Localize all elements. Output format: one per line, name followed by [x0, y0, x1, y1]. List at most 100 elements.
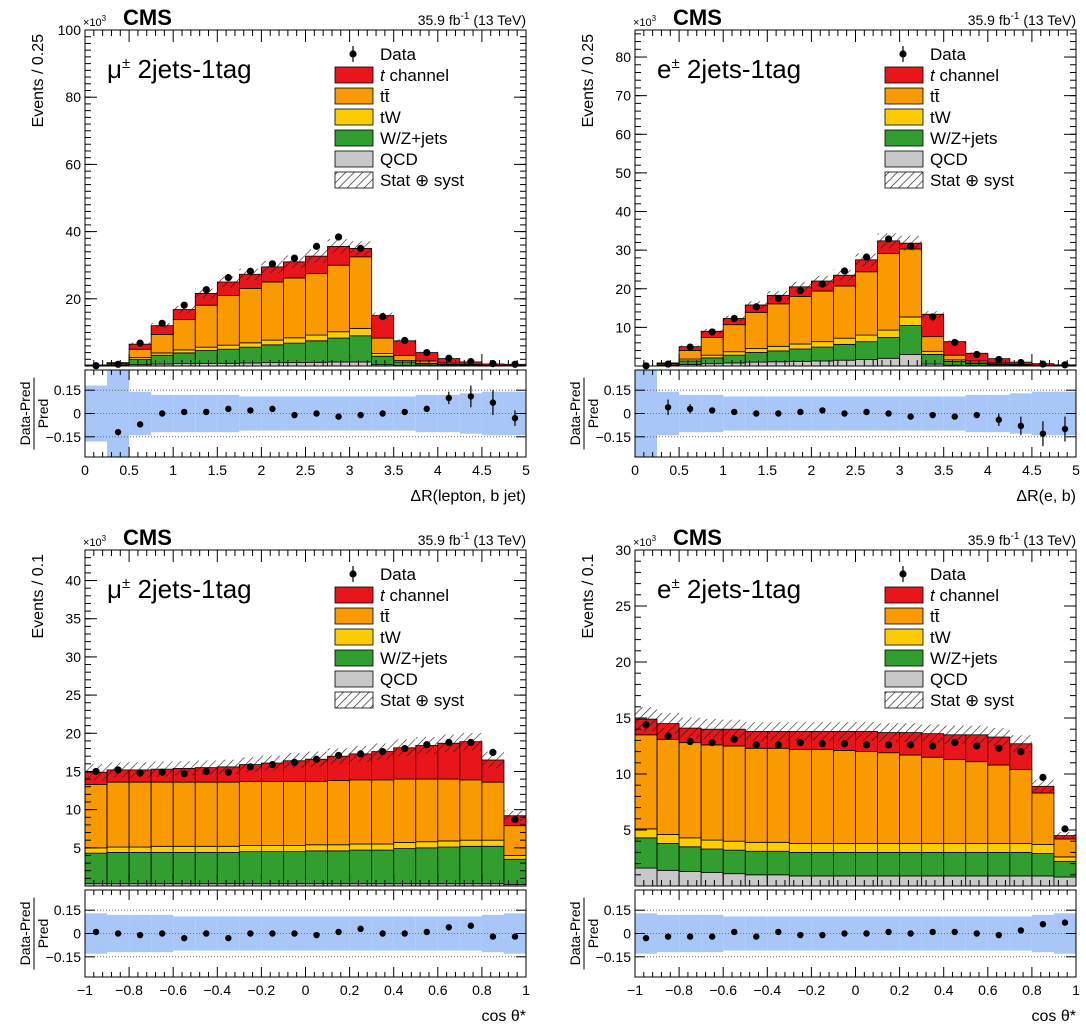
bar-tw — [305, 844, 328, 852]
data-point — [862, 741, 871, 749]
x-tick-label: 1.5 — [208, 462, 228, 478]
y-tick-label: 15 — [65, 763, 81, 779]
ratio-points — [114, 385, 519, 436]
ratio-band-bin — [1031, 391, 1054, 436]
bar-tw — [216, 344, 240, 350]
ratio-point — [885, 928, 892, 936]
bar-wz — [1009, 852, 1033, 877]
ratio-point — [686, 405, 694, 413]
bar-wz — [722, 354, 746, 364]
data-point — [1017, 748, 1025, 756]
bar-ttbar — [722, 745, 746, 842]
data-point — [774, 741, 782, 749]
y-tick-label: 40 — [65, 573, 81, 589]
data-point — [180, 301, 188, 309]
y-tick-label: 15 — [615, 710, 631, 726]
legend-label-text: tt̄ — [380, 607, 390, 626]
legend-label-italic: t — [930, 66, 936, 85]
bar-wz — [678, 360, 702, 365]
bar-tw — [788, 843, 812, 853]
bar-wz — [987, 852, 1011, 877]
multiplier-base: ×10 — [633, 17, 652, 29]
legend-entry-tw: tW — [334, 628, 401, 647]
ratio-band-bin — [1031, 914, 1054, 953]
bar-tw — [216, 845, 240, 853]
bar-ttbar — [327, 780, 350, 846]
bar-ttbar — [349, 779, 373, 845]
bar-ttbar — [635, 734, 658, 830]
bar-wz — [855, 341, 878, 360]
y-axis-multiplier: ×103 — [633, 14, 657, 29]
x-tick-label: 0.2 — [340, 982, 360, 998]
x-axis-title: cos θ* — [482, 1008, 526, 1025]
data-point — [929, 313, 937, 321]
legend-entry-unc: Stat ⊕ syst — [884, 171, 1014, 190]
x-tick-label: −0.2 — [248, 982, 276, 998]
bar-qcd — [877, 357, 900, 366]
bar-ttbar — [459, 779, 483, 841]
legend-label-text: tW — [930, 108, 951, 127]
ratio-point — [445, 394, 453, 402]
legend-label-tch: t channel — [930, 586, 999, 605]
ratio-point — [269, 405, 276, 413]
legend-entry-ttbar: tt̄ — [884, 87, 940, 106]
uncertainty-hatch-bin — [723, 719, 746, 739]
ratio-point — [181, 934, 188, 942]
bar-qcd — [260, 362, 284, 366]
legend-label-text: W/Z+jets — [930, 649, 998, 668]
x-tick-label: 2 — [808, 462, 816, 478]
bar-tw — [877, 843, 900, 853]
ratio-band-bin — [1009, 393, 1032, 434]
x-tick-label: 1 — [1072, 982, 1080, 998]
data-point — [180, 770, 188, 778]
ratio-point — [797, 408, 804, 416]
channel-lepton: μ — [107, 54, 122, 84]
legend-swatch-ttbar — [334, 87, 374, 105]
channel-category: 2jets-1tag — [680, 54, 801, 84]
uncertainty-hatch-bin — [833, 722, 856, 741]
channel-category: 2jets-1tag — [130, 574, 251, 604]
bar-ttbar — [987, 764, 1011, 844]
stack-ttbar — [85, 778, 526, 856]
ratio-point — [731, 928, 738, 936]
data-point — [136, 339, 144, 347]
bar-wz — [811, 852, 834, 877]
bar-ttbar — [238, 780, 262, 846]
uncertainty-hatch-bin — [855, 722, 878, 741]
bar-ttbar — [349, 256, 373, 329]
bar-wz — [437, 846, 461, 885]
bar-ttbar — [744, 747, 768, 843]
legend-entry-data: Data — [899, 45, 966, 64]
legend-hatch-swatch — [884, 691, 924, 709]
experiment-label: CMS — [673, 525, 722, 550]
multiplier-exponent: 3 — [102, 534, 107, 543]
bar-qcd — [656, 869, 680, 886]
x-tick-label: 3 — [346, 462, 354, 478]
legend-label-ttbar: tt̄ — [380, 87, 390, 106]
x-tick-label: 3.5 — [384, 462, 404, 478]
bar-wz — [877, 852, 900, 877]
bar-ttbar — [283, 780, 306, 846]
ratio-point — [664, 933, 672, 940]
uncertainty-hatch-bin — [327, 239, 350, 254]
bar-ttbar — [744, 311, 768, 350]
bar-ttbar — [833, 750, 856, 844]
uncertainty-hatch-bin — [283, 255, 306, 269]
data-point — [951, 739, 959, 747]
ratio-pad: 0.15 0 −0.15 Data-Pred Pred — [17, 889, 527, 978]
bar-wz — [150, 852, 174, 885]
legend-label-text: tW — [930, 628, 951, 647]
bar-qcd — [899, 354, 923, 366]
ratio-band-bin — [349, 916, 372, 951]
ratio-band-bin — [217, 394, 240, 433]
bar-tw — [855, 334, 878, 343]
x-tick-label: 5 — [522, 462, 530, 478]
data-point — [730, 314, 738, 323]
uncertainty-hatch-bin — [217, 276, 240, 288]
x-tick-label: −1 — [77, 982, 93, 998]
channel-label: μ± 2jets-1tag — [107, 54, 252, 84]
ratio-y-tick-label: 0.15 — [604, 382, 631, 398]
y-tick-label: 40 — [615, 204, 631, 220]
uncertainty-hatch-bin — [481, 751, 504, 769]
y-tick-label: 35 — [65, 611, 81, 627]
